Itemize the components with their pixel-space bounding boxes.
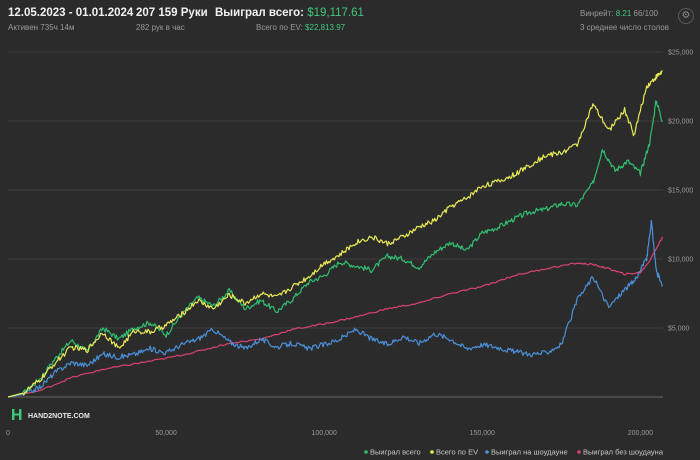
won-total-value: $19,117.61 — [307, 7, 364, 19]
won-total: Выиграл всего: $19,117.61 — [215, 7, 364, 19]
series-line-0 — [7, 100, 663, 398]
x-tick-label: 150,000 — [470, 430, 495, 437]
ev-total-label: Всего по EV: — [256, 23, 303, 32]
legend-label: Всего по EV — [436, 448, 478, 457]
winrate-label: Винрейт: — [580, 9, 614, 18]
y-axis-labels: $5,000 $10,000 $15,000 $20,000 $25,000 — [668, 50, 693, 333]
y-tick-label: $25,000 — [668, 50, 693, 57]
legend-item[interactable]: Выиграл всего — [364, 448, 421, 457]
tables-average: 3 среднее число столов — [580, 23, 669, 32]
y-tick-label: $10,000 — [668, 257, 693, 264]
legend-label: Выиграл на шоудауне — [491, 448, 568, 457]
legend-label: Выиграл всего — [370, 448, 421, 457]
ev-total: Всего по EV: $22,813.97 — [256, 23, 345, 32]
x-tick-label: 100,000 — [312, 430, 337, 437]
active-time: Активен 735ч 14м — [8, 23, 75, 32]
series-line-3 — [7, 236, 664, 398]
legend-swatch — [430, 450, 434, 454]
logo-text: HAND2NOTE.COM — [28, 413, 90, 420]
legend-label: Выиграл без шоудауна — [583, 448, 664, 457]
y-tick-label: $5,000 — [668, 326, 690, 333]
x-tick-label: 0 — [6, 430, 10, 437]
legend-item[interactable]: Выиграл без шоудауна — [577, 448, 664, 457]
hands-per-hour: 282 рук в час — [136, 23, 185, 32]
legend-item[interactable]: Всего по EV — [430, 448, 478, 457]
winrate: Винрейт: 8.21 66/100 — [580, 9, 658, 18]
chart-legend: Выиграл всего Всего по EV Выиграл на шоуда… — [364, 448, 664, 457]
ev-total-value: $22,813.97 — [305, 23, 346, 32]
stats-header: 12.05.2023 - 01.01.2024 Активен 735ч 14м… — [0, 0, 700, 40]
series-line-2 — [7, 219, 664, 398]
legend-item[interactable]: Выиграл на шоудауне — [485, 448, 568, 457]
hand2note-logo-icon — [12, 409, 22, 420]
winrate-value: 8.21 — [615, 9, 632, 18]
series-line-1 — [7, 70, 663, 398]
y-tick-label: $20,000 — [668, 119, 693, 126]
y-tick-label: $15,000 — [668, 188, 693, 195]
legend-swatch — [364, 450, 368, 454]
legend-swatch — [485, 450, 489, 454]
chart-grid — [8, 51, 663, 398]
won-total-label: Выиграл всего: — [215, 7, 304, 19]
x-tick-label: 200,000 — [628, 430, 653, 437]
gear-icon[interactable]: ⚙ — [678, 8, 694, 24]
legend-swatch — [577, 450, 581, 454]
hand2note-logo[interactable]: HAND2NOTE.COM — [12, 409, 90, 420]
chart-lines — [7, 70, 664, 398]
date-range[interactable]: 12.05.2023 - 01.01.2024 — [8, 7, 134, 19]
winrate-extra: 66/100 — [633, 9, 658, 18]
x-axis-labels: 0 50,000 100,000 150,000 200,000 — [6, 430, 653, 437]
x-tick-label: 50,000 — [155, 430, 177, 437]
hands-count: 207 159 Руки — [136, 7, 208, 19]
